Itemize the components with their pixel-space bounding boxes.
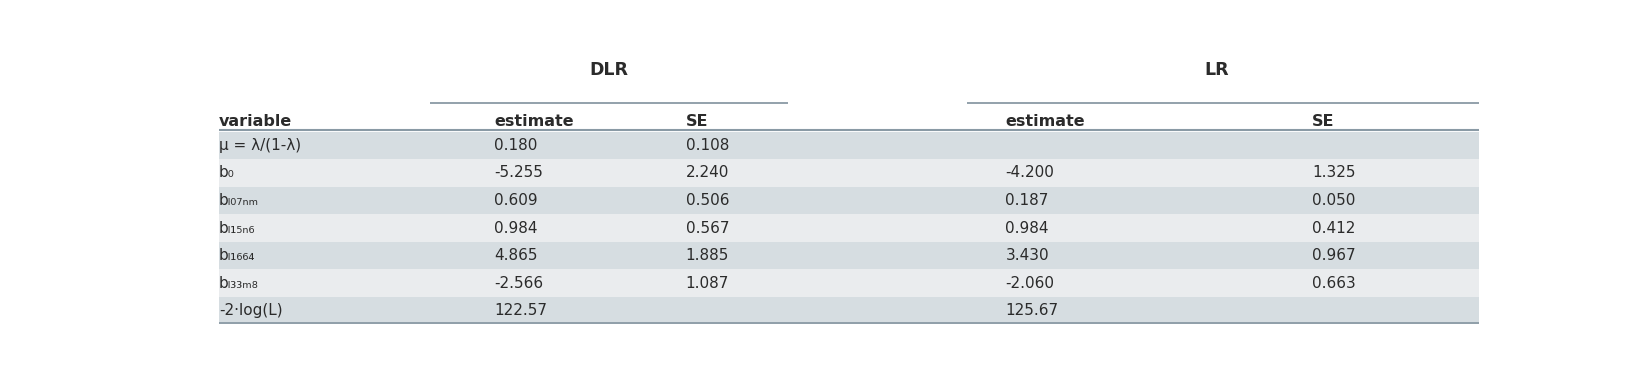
Text: LR: LR: [1204, 61, 1229, 79]
Text: 0.180: 0.180: [493, 138, 538, 153]
Text: bₗ₀₇ₙₘ: bₗ₀₇ₙₘ: [219, 193, 259, 208]
Bar: [219, 297, 1478, 325]
Text: 0.609: 0.609: [493, 193, 538, 208]
Text: 3.430: 3.430: [1005, 248, 1049, 263]
Bar: [219, 214, 1478, 242]
Text: 1.885: 1.885: [686, 248, 729, 263]
Text: 0.984: 0.984: [1005, 221, 1049, 236]
Text: 0.967: 0.967: [1312, 248, 1356, 263]
Text: DLR: DLR: [589, 61, 629, 79]
Text: bₗ₃₃ₘ₈: bₗ₃₃ₘ₈: [219, 276, 259, 290]
Text: bₗ₁₅ₙ₆: bₗ₁₅ₙ₆: [219, 221, 256, 236]
Bar: [219, 269, 1478, 297]
Text: 125.67: 125.67: [1005, 303, 1059, 318]
Text: -2.060: -2.060: [1005, 276, 1054, 290]
Bar: [219, 132, 1478, 159]
Text: 0.050: 0.050: [1312, 193, 1356, 208]
Text: -2.566: -2.566: [493, 276, 543, 290]
Text: 0.984: 0.984: [493, 221, 538, 236]
Text: -2·log(L): -2·log(L): [219, 303, 282, 318]
Text: estimate: estimate: [493, 114, 574, 129]
Text: 4.865: 4.865: [493, 248, 538, 263]
Text: 0.412: 0.412: [1312, 221, 1356, 236]
Text: 1.087: 1.087: [686, 276, 729, 290]
Text: estimate: estimate: [1005, 114, 1086, 129]
Text: 0.187: 0.187: [1005, 193, 1049, 208]
Text: 1.325: 1.325: [1312, 165, 1356, 180]
Text: μ = λ/(1-λ): μ = λ/(1-λ): [219, 138, 302, 153]
Text: variable: variable: [219, 114, 292, 129]
Bar: [219, 159, 1478, 187]
Text: SE: SE: [1312, 114, 1335, 129]
Bar: [219, 242, 1478, 269]
Text: 0.663: 0.663: [1312, 276, 1356, 290]
Text: 0.567: 0.567: [686, 221, 729, 236]
Text: 122.57: 122.57: [493, 303, 546, 318]
Text: SE: SE: [686, 114, 708, 129]
Bar: [219, 187, 1478, 214]
Text: 0.108: 0.108: [686, 138, 729, 153]
Text: bₗ₁₆₆₄: bₗ₁₆₆₄: [219, 248, 256, 263]
Text: -4.200: -4.200: [1005, 165, 1054, 180]
Text: b₀: b₀: [219, 165, 234, 180]
Text: 0.506: 0.506: [686, 193, 729, 208]
Text: 2.240: 2.240: [686, 165, 729, 180]
Text: -5.255: -5.255: [493, 165, 543, 180]
